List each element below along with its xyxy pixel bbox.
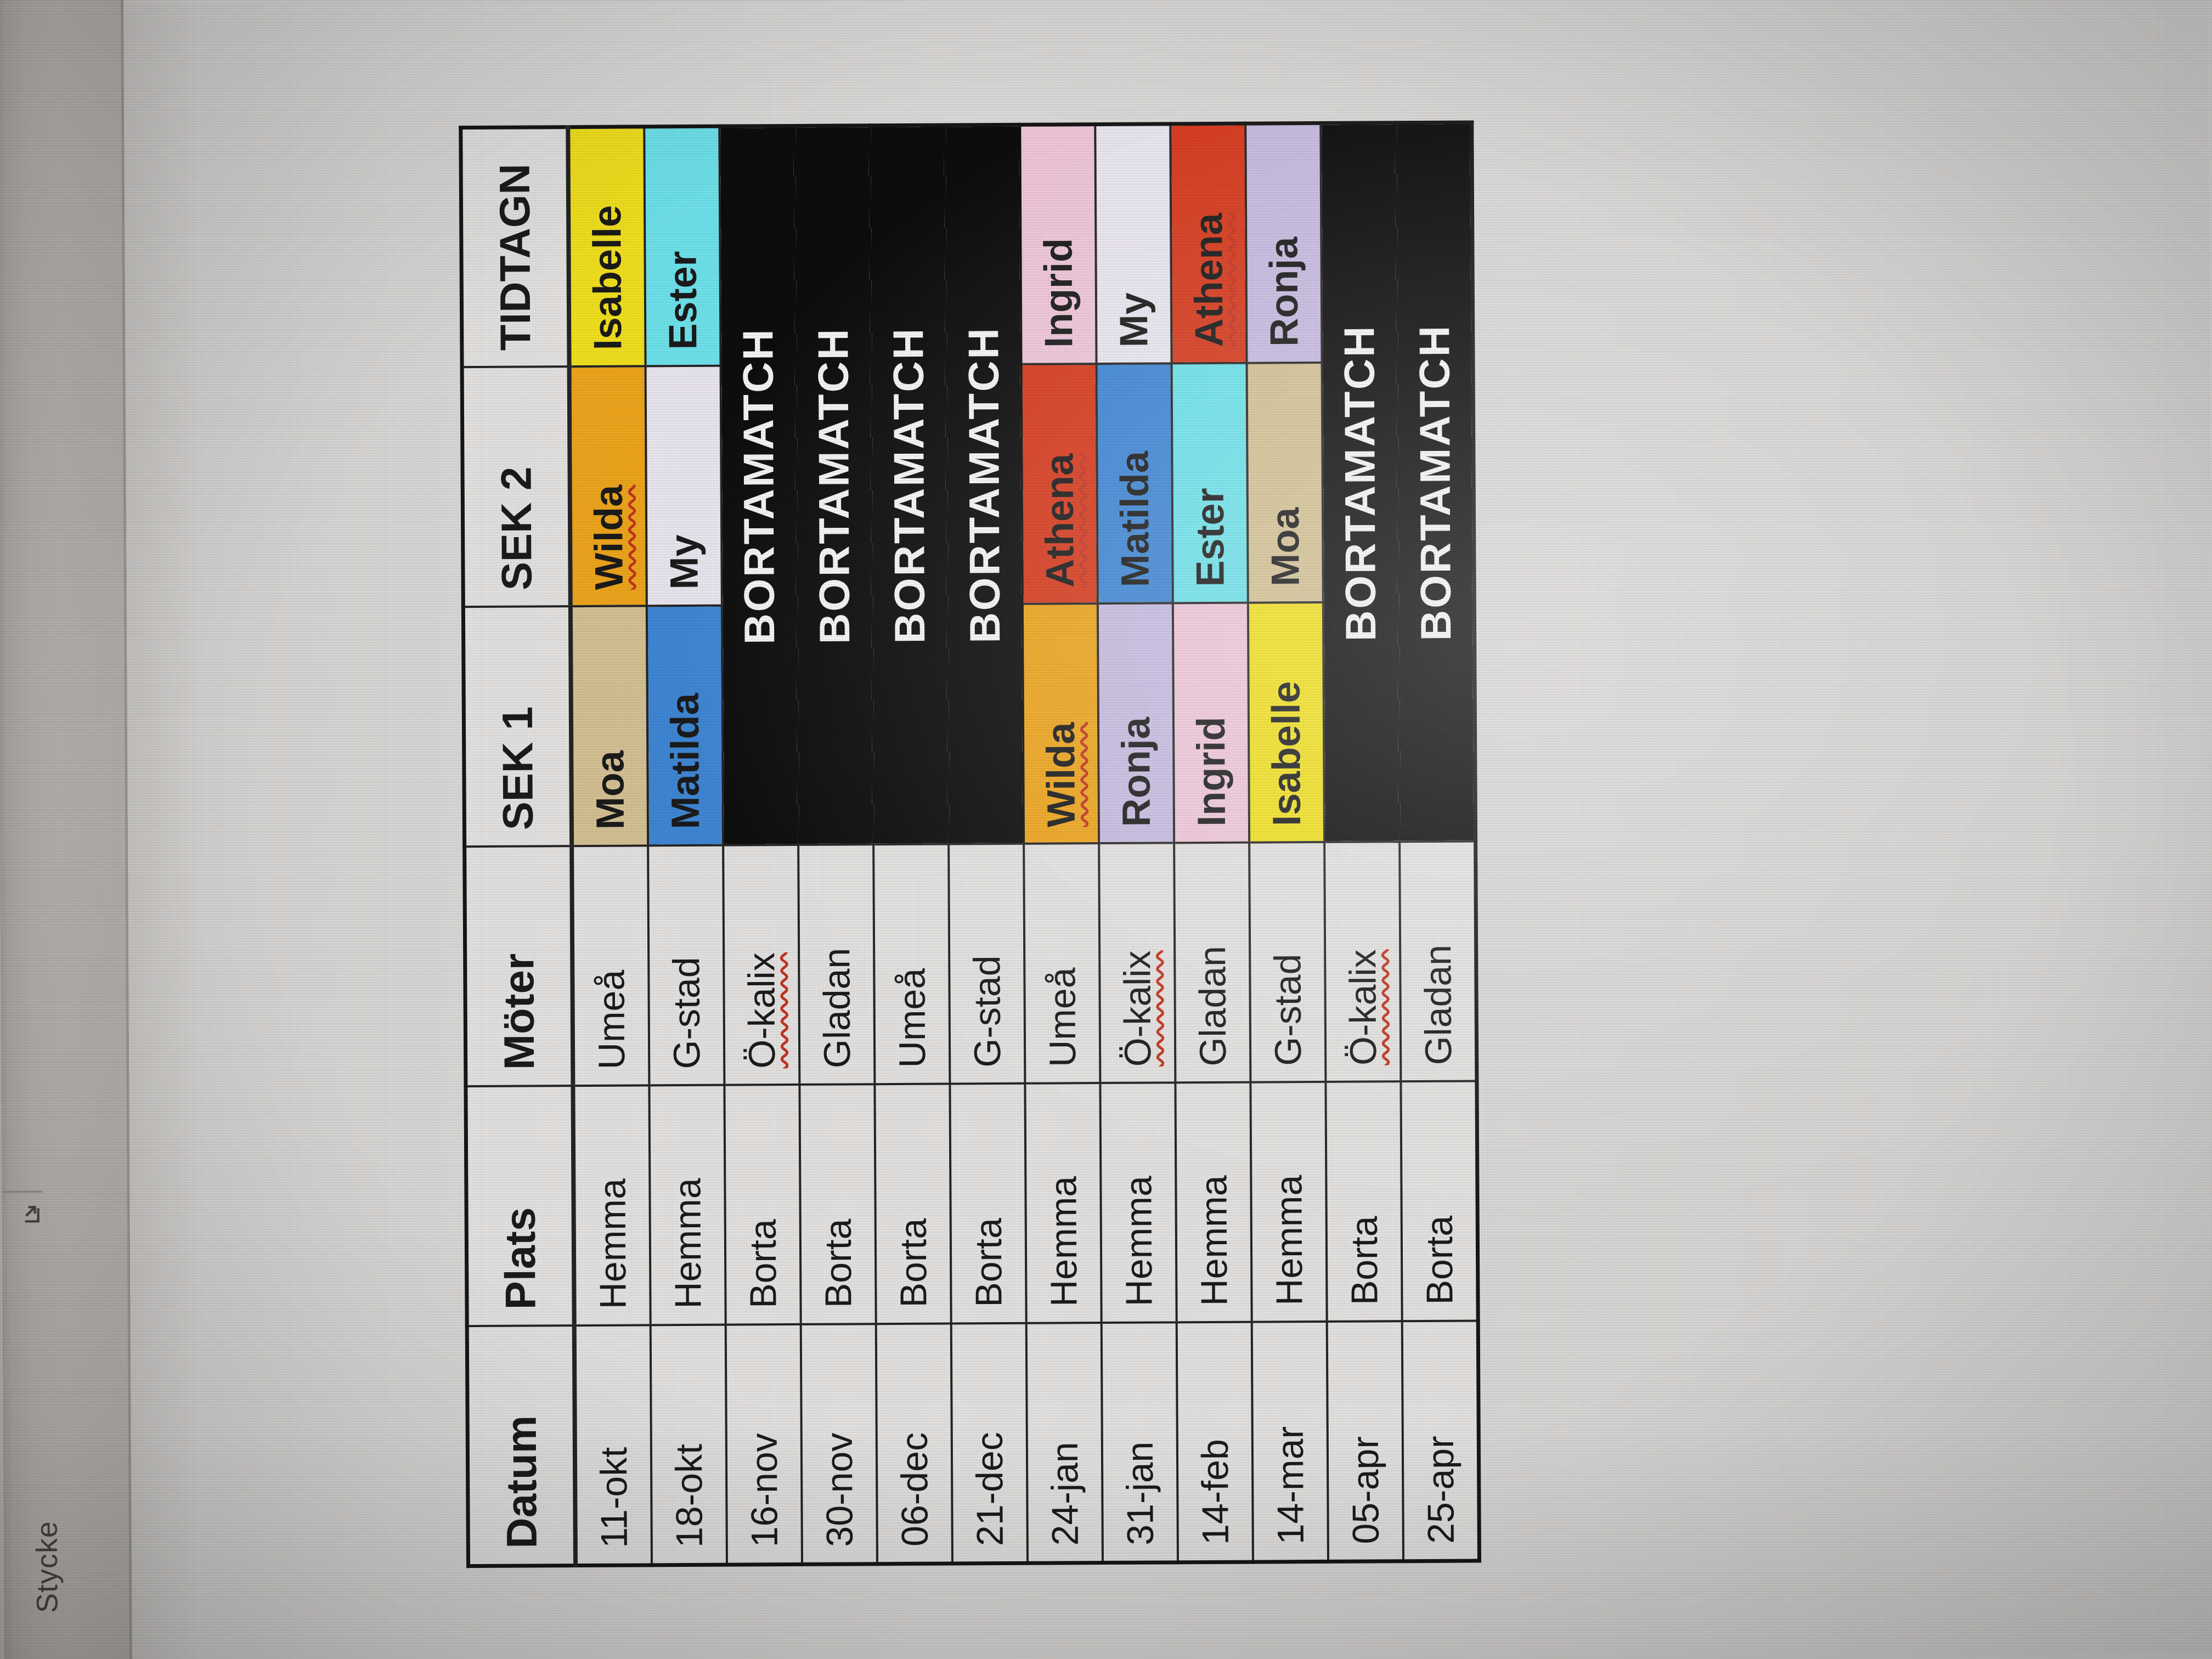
cell-plats[interactable]: Borta [1401, 1081, 1479, 1322]
cell-moter[interactable]: Gladan [1400, 841, 1477, 1082]
cell-plats[interactable]: Hemma [1250, 1082, 1327, 1323]
cell-tidtagn[interactable]: Ronja [1245, 123, 1322, 364]
table-row: 24-jan Hemma Umeå Wilda Athena Ingrid [1020, 124, 1103, 1564]
cell-sek2[interactable]: Moa [1246, 363, 1323, 603]
cell-moter[interactable]: G-stad [648, 845, 725, 1086]
cell-tidtagn[interactable]: Isabelle [568, 126, 646, 367]
cell-moter[interactable]: G-stad [1249, 842, 1326, 1083]
cell-bortamatch[interactable]: BORTAMATCH [719, 126, 799, 846]
cell-sek1[interactable]: Ingrid [1172, 603, 1250, 843]
column-header-sek1[interactable]: SEK 1 [463, 606, 572, 847]
column-header-datum[interactable]: Datum [467, 1325, 576, 1566]
ribbon-group-label-stycke: Stycke [30, 1520, 64, 1613]
cell-plats[interactable]: Borta [874, 1084, 951, 1324]
cell-tidtagn[interactable]: Athena [1170, 123, 1247, 364]
cell-plats[interactable]: Borta [799, 1084, 876, 1325]
cell-sek1[interactable]: Matilda [646, 606, 724, 846]
cell-moter[interactable]: Gladan [798, 844, 875, 1085]
cell-datum[interactable]: 11-okt [574, 1325, 652, 1566]
cell-sek2[interactable]: Athena [1021, 364, 1098, 605]
cell-datum[interactable]: 16-nov [725, 1324, 803, 1565]
cell-plats[interactable]: Hemma [1025, 1083, 1102, 1324]
cell-plats[interactable]: Hemma [1100, 1082, 1177, 1323]
cell-sek2[interactable]: Matilda [1096, 363, 1173, 604]
cell-sek2[interactable]: Ester [1171, 363, 1248, 603]
table-row: 18-okt Hemma G-stad Matilda My Ester [644, 126, 727, 1565]
column-header-tidtagn[interactable]: TIDTAGN [460, 127, 569, 368]
table-row: 05-apr Borta Ö-kalix BORTAMATCH [1321, 122, 1403, 1562]
document-page: Datum Plats Möter SEK 1 SEK 2 TIDTAGN 11… [123, 0, 2212, 1659]
cell-datum[interactable]: 21-dec [951, 1323, 1028, 1564]
cell-sek1[interactable]: Ronja [1097, 603, 1175, 844]
cell-sek1[interactable]: Moa [570, 606, 648, 847]
cell-bortamatch[interactable]: BORTAMATCH [1321, 122, 1400, 843]
cell-bortamatch[interactable]: BORTAMATCH [945, 125, 1024, 845]
table-row: 25-apr Borta Gladan BORTAMATCH [1396, 122, 1480, 1561]
table-row: 21-dec Borta G-stad BORTAMATCH [945, 125, 1028, 1564]
cell-plats[interactable]: Hemma [649, 1085, 726, 1325]
cell-bortamatch[interactable]: BORTAMATCH [1396, 122, 1476, 842]
cell-datum[interactable]: 31-jan [1101, 1322, 1178, 1563]
cell-bortamatch[interactable]: BORTAMATCH [794, 125, 874, 845]
cell-moter[interactable]: Ö-kalix [1324, 842, 1401, 1082]
cell-plats[interactable]: Borta [950, 1084, 1026, 1324]
cell-datum[interactable]: 14-feb [1176, 1322, 1253, 1562]
cell-tidtagn[interactable]: Ester [644, 126, 721, 366]
table-row: 14-feb Hemma Gladan Ingrid Ester Athena [1170, 123, 1253, 1562]
dialog-launcher-icon[interactable] [16, 1199, 43, 1226]
cell-plats[interactable]: Hemma [573, 1085, 651, 1326]
table-header-row: Datum Plats Möter SEK 1 SEK 2 TIDTAGN [460, 127, 576, 1566]
cell-bortamatch[interactable]: BORTAMATCH [870, 125, 949, 845]
ribbon-bottom-strip: Stycke [0, 0, 133, 1659]
cell-datum[interactable]: 05-apr [1327, 1321, 1403, 1562]
cell-plats[interactable]: Borta [1325, 1081, 1402, 1322]
table-row: 06-dec Borta Umeå BORTAMATCH [870, 125, 953, 1564]
column-header-sek2[interactable]: SEK 2 [462, 366, 571, 607]
cell-moter[interactable]: Ö-kalix [723, 845, 800, 1086]
table-row: 30-nov Borta Gladan BORTAMATCH [794, 125, 878, 1565]
ribbon-group-separator [2, 1190, 43, 1193]
column-header-plats[interactable]: Plats [465, 1086, 574, 1327]
cell-plats[interactable]: Borta [724, 1085, 801, 1325]
table-row: 14-mar Hemma G-stad Isabelle Moa Ronja [1245, 123, 1328, 1562]
cell-tidtagn[interactable]: Ingrid [1020, 124, 1097, 365]
table-body: 11-okt Hemma Umeå Moa Wilda Isabelle 18-okt Hem… [568, 122, 1480, 1566]
cell-plats[interactable]: Hemma [1175, 1082, 1252, 1323]
cell-datum[interactable]: 24-jan [1026, 1323, 1103, 1564]
cell-datum[interactable]: 06-dec [876, 1323, 953, 1564]
cell-sek2[interactable]: My [645, 366, 722, 606]
column-header-moter[interactable]: Möter [464, 846, 573, 1087]
table-row: 11-okt Hemma Umeå Moa Wilda Isabelle [568, 126, 652, 1566]
cell-datum[interactable]: 14-mar [1251, 1322, 1328, 1562]
cell-moter[interactable]: Gladan [1174, 843, 1251, 1083]
table-row: 16-nov Borta Ö-kalix BORTAMATCH [719, 126, 803, 1565]
cell-datum[interactable]: 25-apr [1402, 1321, 1480, 1561]
cell-tidtagn[interactable]: My [1095, 123, 1172, 364]
cell-sek2[interactable]: Wilda [569, 366, 647, 607]
cell-moter[interactable]: G-stad [949, 844, 1025, 1084]
cell-moter[interactable]: Umeå [873, 844, 950, 1085]
cell-sek1[interactable]: Wilda [1022, 603, 1099, 844]
match-schedule-table: Datum Plats Möter SEK 1 SEK 2 TIDTAGN 11… [459, 120, 1482, 1568]
cell-sek1[interactable]: Isabelle [1248, 602, 1325, 843]
cell-moter[interactable]: Umeå [1024, 843, 1101, 1084]
cell-datum[interactable]: 18-okt [650, 1325, 727, 1565]
table-row: 31-jan Hemma Ö-kalix Ronja Matilda My [1095, 123, 1178, 1563]
cell-moter[interactable]: Umeå [572, 845, 650, 1086]
cell-datum[interactable]: 30-nov [800, 1324, 878, 1565]
cell-moter[interactable]: Ö-kalix [1099, 843, 1176, 1084]
